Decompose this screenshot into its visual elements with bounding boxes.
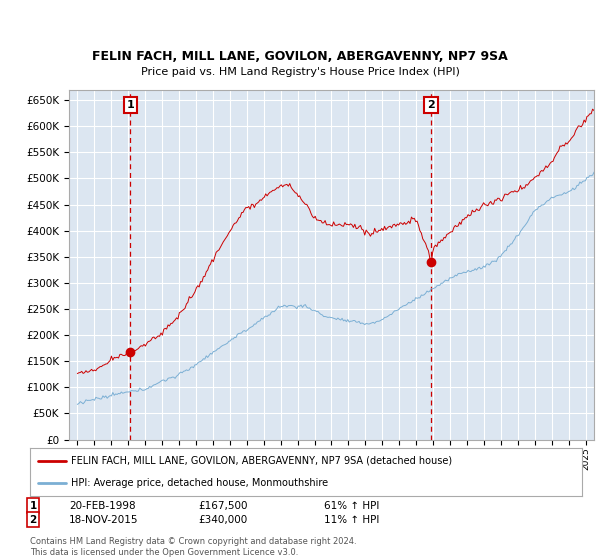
- Text: 61% ↑ HPI: 61% ↑ HPI: [324, 501, 379, 511]
- Text: HPI: Average price, detached house, Monmouthshire: HPI: Average price, detached house, Monm…: [71, 478, 329, 488]
- Text: 20-FEB-1998: 20-FEB-1998: [69, 501, 136, 511]
- Text: Contains HM Land Registry data © Crown copyright and database right 2024.: Contains HM Land Registry data © Crown c…: [30, 537, 356, 546]
- Text: 2: 2: [29, 515, 37, 525]
- Text: This data is licensed under the Open Government Licence v3.0.: This data is licensed under the Open Gov…: [30, 548, 298, 557]
- Text: £167,500: £167,500: [198, 501, 248, 511]
- Text: 1: 1: [127, 100, 134, 110]
- Text: 1: 1: [29, 501, 37, 511]
- Text: £340,000: £340,000: [198, 515, 247, 525]
- Text: 11% ↑ HPI: 11% ↑ HPI: [324, 515, 379, 525]
- Text: 2: 2: [427, 100, 435, 110]
- Text: Price paid vs. HM Land Registry's House Price Index (HPI): Price paid vs. HM Land Registry's House …: [140, 67, 460, 77]
- Text: 18-NOV-2015: 18-NOV-2015: [69, 515, 139, 525]
- Text: FELIN FACH, MILL LANE, GOVILON, ABERGAVENNY, NP7 9SA (detached house): FELIN FACH, MILL LANE, GOVILON, ABERGAVE…: [71, 456, 452, 466]
- Text: FELIN FACH, MILL LANE, GOVILON, ABERGAVENNY, NP7 9SA: FELIN FACH, MILL LANE, GOVILON, ABERGAVE…: [92, 49, 508, 63]
